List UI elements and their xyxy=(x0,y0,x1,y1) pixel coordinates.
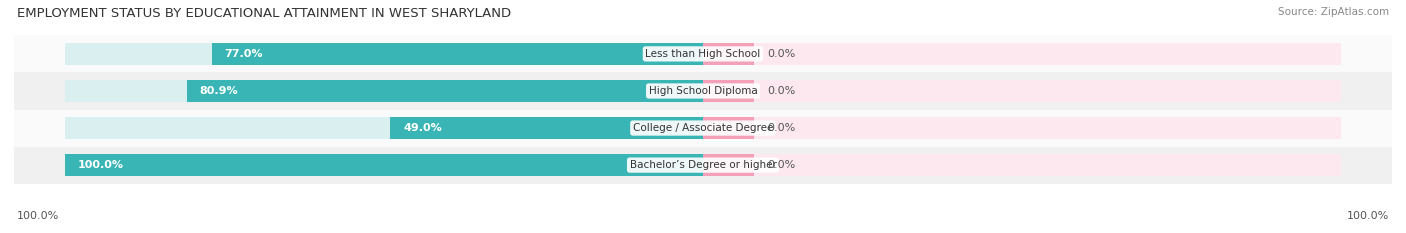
Bar xyxy=(14,147,1392,184)
Text: 0.0%: 0.0% xyxy=(766,49,794,59)
Bar xyxy=(212,43,703,65)
Bar xyxy=(65,154,703,176)
Bar xyxy=(65,43,703,65)
Text: 100.0%: 100.0% xyxy=(17,211,59,221)
Text: 100.0%: 100.0% xyxy=(77,160,124,170)
Bar xyxy=(391,117,703,139)
Text: Source: ZipAtlas.com: Source: ZipAtlas.com xyxy=(1278,7,1389,17)
Bar xyxy=(703,154,754,176)
Text: Less than High School: Less than High School xyxy=(645,49,761,59)
Text: College / Associate Degree: College / Associate Degree xyxy=(633,123,773,133)
Text: 0.0%: 0.0% xyxy=(766,86,794,96)
Text: 80.9%: 80.9% xyxy=(200,86,238,96)
Text: 100.0%: 100.0% xyxy=(1347,211,1389,221)
Bar xyxy=(703,43,1341,65)
Bar xyxy=(187,80,703,102)
Bar xyxy=(703,117,1341,139)
Text: High School Diploma: High School Diploma xyxy=(648,86,758,96)
Bar xyxy=(703,80,1341,102)
Bar xyxy=(703,154,1341,176)
Bar xyxy=(703,117,754,139)
Text: 0.0%: 0.0% xyxy=(766,160,794,170)
Text: 49.0%: 49.0% xyxy=(404,123,441,133)
Bar xyxy=(14,35,1392,72)
Bar xyxy=(14,72,1392,110)
Bar xyxy=(65,80,703,102)
Text: 0.0%: 0.0% xyxy=(766,123,794,133)
Text: EMPLOYMENT STATUS BY EDUCATIONAL ATTAINMENT IN WEST SHARYLAND: EMPLOYMENT STATUS BY EDUCATIONAL ATTAINM… xyxy=(17,7,510,20)
Bar xyxy=(65,154,703,176)
Bar xyxy=(703,43,754,65)
Bar xyxy=(14,110,1392,147)
Text: 77.0%: 77.0% xyxy=(225,49,263,59)
Text: Bachelor’s Degree or higher: Bachelor’s Degree or higher xyxy=(630,160,776,170)
Bar xyxy=(65,117,703,139)
Bar xyxy=(703,80,754,102)
